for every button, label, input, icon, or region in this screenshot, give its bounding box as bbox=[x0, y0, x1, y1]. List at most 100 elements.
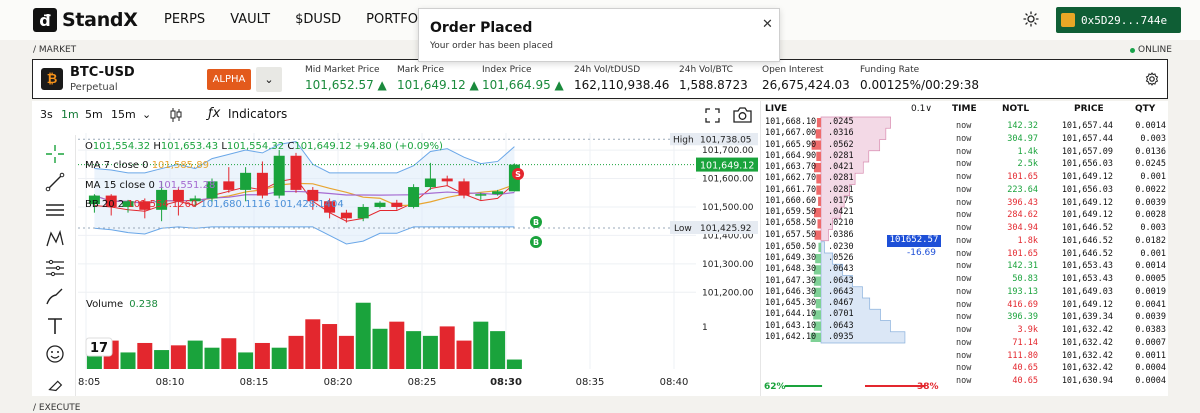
orderbook-ask-row[interactable]: 101,667.00 .0316 bbox=[761, 128, 947, 139]
orderbook-ask-row[interactable]: 101,661.70 .0281 bbox=[761, 185, 947, 196]
nav-dusd[interactable]: $DUSD bbox=[295, 12, 342, 27]
buy-marker[interactable] bbox=[530, 216, 542, 228]
orderbook-bid-row[interactable]: 101,649.30 .0526 bbox=[761, 253, 947, 264]
trade-row: now 193.13 101,649.03 0.0019 bbox=[946, 287, 1168, 300]
fx-icon[interactable]: ƒx bbox=[208, 106, 221, 121]
candle-body[interactable] bbox=[458, 181, 470, 196]
brush-icon[interactable] bbox=[44, 286, 66, 308]
candle-body[interactable] bbox=[206, 181, 218, 199]
orderbook-ask-row[interactable]: 101,660.60 .0175 bbox=[761, 196, 947, 207]
orderbook-ask-row[interactable]: 101,663.70 .0421 bbox=[761, 162, 947, 173]
candle-body[interactable] bbox=[408, 187, 420, 207]
sell-marker[interactable] bbox=[512, 168, 524, 180]
timeframe-chevron-icon[interactable]: ⌄ bbox=[142, 108, 152, 121]
orderbook-ask-row[interactable]: 101,658.50 .0210 bbox=[761, 218, 947, 229]
buy-marker[interactable] bbox=[530, 236, 542, 248]
logo-mark: đ bbox=[33, 8, 57, 32]
candle-body[interactable] bbox=[156, 189, 168, 210]
trendline-icon[interactable] bbox=[44, 171, 66, 193]
text-tool-icon[interactable] bbox=[44, 315, 66, 337]
status-text: ONLINE bbox=[1138, 45, 1172, 55]
orderbook-ask-row[interactable]: 101,657.50 .0386 bbox=[761, 230, 947, 241]
timeframe-1m[interactable]: 1m bbox=[61, 108, 79, 121]
candle-body[interactable] bbox=[256, 172, 268, 196]
candle-body[interactable] bbox=[374, 202, 386, 207]
time-axis[interactable]: 08:05 08:10 08:15 08:20 08:25 08:30 08:35 08:40 bbox=[78, 369, 760, 396]
indicators-button[interactable]: Indicators bbox=[228, 107, 288, 121]
brand-logo[interactable]: đ StandX bbox=[33, 8, 138, 32]
orderbook-ask-row[interactable]: 101,668.10 .0245 bbox=[761, 117, 947, 128]
bid-size: .0643 bbox=[828, 286, 854, 297]
market-select-button[interactable]: ⌄ bbox=[256, 67, 282, 92]
trade-qty: 0.003 bbox=[1140, 133, 1166, 144]
volume-bar bbox=[506, 359, 522, 369]
orderbook-ask-row[interactable]: 101,662.70 .0281 bbox=[761, 173, 947, 184]
close-icon[interactable]: ✕ bbox=[762, 17, 773, 32]
theme-toggle-icon[interactable] bbox=[1023, 11, 1039, 27]
fullscreen-icon[interactable] bbox=[705, 108, 720, 123]
price-chart[interactable]: S B B 17 High Low bbox=[78, 133, 696, 369]
orderbook-bid-row[interactable]: 101,643.10 .0643 bbox=[761, 321, 947, 332]
candle-body[interactable] bbox=[172, 189, 184, 202]
candle-body[interactable] bbox=[307, 189, 319, 202]
orderbook-ask-row[interactable]: 101,659.50 .0421 bbox=[761, 207, 947, 218]
brand-name: StandX bbox=[62, 9, 138, 31]
gear-icon[interactable] bbox=[1145, 72, 1159, 86]
ma15-legend[interactable]: MA 15 close 0 101,551.28 bbox=[85, 180, 215, 191]
fib-icon[interactable] bbox=[44, 257, 66, 279]
wallet-address: 0x5D29...744e bbox=[1081, 13, 1168, 27]
camera-icon[interactable] bbox=[733, 107, 752, 123]
candle-body[interactable] bbox=[441, 178, 453, 182]
orderbook-bid-row[interactable]: 101,644.10 .0701 bbox=[761, 309, 947, 320]
candle-body[interactable] bbox=[475, 194, 487, 196]
trade-row: now 304.94 101,646.52 0.003 bbox=[946, 223, 1168, 236]
timeframe-15m[interactable]: 15m bbox=[111, 108, 136, 121]
crosshair-icon[interactable] bbox=[44, 143, 66, 165]
candle-body[interactable] bbox=[391, 202, 403, 207]
candle-body[interactable] bbox=[357, 206, 369, 219]
nav-perps[interactable]: PERPS bbox=[164, 12, 206, 27]
timeframe-3s[interactable]: 3s bbox=[40, 108, 53, 121]
candle-body[interactable] bbox=[105, 195, 117, 207]
timeframe-5m[interactable]: 5m bbox=[85, 108, 103, 121]
orderbook-bid-row[interactable]: 101,646.30 .0643 bbox=[761, 287, 947, 298]
bb-legend[interactable]: BB 20 2 101,554.1260 101,680.1116 101,42… bbox=[85, 199, 344, 210]
candle-type-icon[interactable] bbox=[168, 107, 184, 123]
orderbook-bid-row[interactable]: 101,642.10 .0935 bbox=[761, 332, 947, 343]
emoji-icon[interactable] bbox=[44, 343, 66, 365]
bid-size: .0643 bbox=[828, 275, 854, 286]
ask-price: 101,658.50 bbox=[765, 218, 817, 229]
candle-body[interactable] bbox=[290, 155, 302, 190]
eraser-icon[interactable] bbox=[44, 375, 66, 395]
trade-notional: 396.39 bbox=[1007, 312, 1038, 323]
horizontal-lines-icon[interactable] bbox=[44, 199, 66, 221]
trade-time: now bbox=[956, 184, 972, 195]
pattern-icon[interactable] bbox=[44, 228, 66, 250]
orderbook-bid-row[interactable]: 101,647.30 .0643 bbox=[761, 276, 947, 287]
orderbook-bid-row[interactable]: 101,648.30 .0643 bbox=[761, 264, 947, 275]
trade-qty: 0.0014 bbox=[1135, 261, 1166, 272]
orderbook-step-select[interactable]: 0.1∨ bbox=[911, 104, 932, 114]
candle-body[interactable] bbox=[122, 201, 134, 207]
orderbook-ask-row[interactable]: 101,664.90 .0281 bbox=[761, 151, 947, 162]
candle-body[interactable] bbox=[424, 178, 436, 188]
candle-body[interactable] bbox=[324, 201, 336, 213]
trade-notional: 304.97 bbox=[1007, 133, 1038, 144]
candle-body[interactable] bbox=[223, 181, 235, 190]
wallet-button[interactable]: 0x5D29...744e bbox=[1056, 7, 1181, 33]
candle-body[interactable] bbox=[88, 195, 100, 205]
ask-price: 101,668.10 bbox=[765, 117, 817, 127]
candle-body[interactable] bbox=[139, 201, 151, 210]
orderbook-ask-row[interactable]: 101,665.90 .0562 bbox=[761, 140, 947, 151]
price-axis[interactable]: 101,700.00 101,600.00 101,500.00 101,400.00… bbox=[696, 133, 760, 369]
candle-body[interactable] bbox=[340, 212, 352, 219]
nav-vault[interactable]: VAULT bbox=[230, 12, 271, 27]
orderbook-bid-row[interactable]: 101,650.50 .0230 bbox=[761, 242, 947, 253]
orderbook-bid-row[interactable]: 101,645.30 .0467 bbox=[761, 298, 947, 309]
candle-body[interactable] bbox=[492, 191, 504, 195]
candle-body[interactable] bbox=[273, 155, 285, 196]
stat-value: 101,652.57 ▲ bbox=[305, 78, 387, 92]
ma7-legend[interactable]: MA 7 close 0 101,585.89 bbox=[85, 160, 209, 171]
candle-body[interactable] bbox=[189, 198, 201, 202]
candle-body[interactable] bbox=[240, 172, 252, 190]
